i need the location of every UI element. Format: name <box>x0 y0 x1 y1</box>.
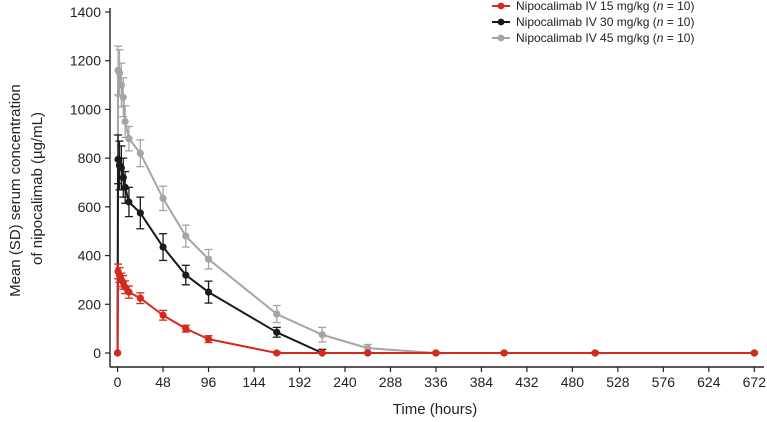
series-group <box>113 45 759 357</box>
y-tick-label: 1200 <box>70 53 101 69</box>
data-point <box>159 243 167 251</box>
legend-label: Nipocalimab IV 30 mg/kg (n = 10) <box>516 15 694 29</box>
data-point <box>159 194 167 202</box>
x-tick-label: 288 <box>379 374 403 390</box>
data-point <box>113 349 122 357</box>
data-point <box>125 198 133 206</box>
data-point <box>750 349 758 357</box>
legend-label: Nipocalimab IV 45 mg/kg (n = 10) <box>516 31 694 45</box>
data-point <box>119 93 127 101</box>
x-tick-label: 528 <box>606 374 630 390</box>
legend-label: Nipocalimab IV 15 mg/kg (n = 10) <box>516 0 694 13</box>
x-tick-label: 336 <box>424 374 448 390</box>
legend-label-prefix: Nipocalimab IV 30 mg/kg ( <box>516 15 657 29</box>
legend-marker <box>497 2 505 10</box>
legend-label-prefix: Nipocalimab IV 15 mg/kg ( <box>516 0 657 13</box>
data-point <box>125 135 133 143</box>
y-tick-label: 600 <box>78 199 102 215</box>
data-point <box>204 288 213 296</box>
data-point <box>273 349 281 357</box>
series-line <box>116 270 755 354</box>
series-2 <box>113 134 758 357</box>
data-point <box>121 183 129 191</box>
x-tick-label: 576 <box>652 374 676 390</box>
legend-marker <box>497 18 505 26</box>
legend-item: Nipocalimab IV 15 mg/kg (n = 10) <box>492 0 694 13</box>
data-point <box>159 311 167 319</box>
data-point <box>204 255 213 263</box>
legend-label-suffix: = 10) <box>663 15 694 29</box>
data-point <box>182 232 190 240</box>
data-point <box>119 174 127 182</box>
legend-label-n: n <box>657 31 664 45</box>
y-axis-title-line-2: of nipocalimab (µg/mL) <box>29 112 46 265</box>
x-axis-title: Time (hours) <box>393 401 477 418</box>
legend-item: Nipocalimab IV 30 mg/kg (n = 10) <box>492 15 694 29</box>
series-1 <box>113 263 758 357</box>
y-tick-label: 1400 <box>70 4 101 20</box>
data-point <box>182 325 190 333</box>
data-point <box>136 149 144 157</box>
legend-label-prefix: Nipocalimab IV 45 mg/kg ( <box>516 31 657 45</box>
x-tick-label: 240 <box>333 374 357 390</box>
legend-label-n: n <box>657 15 664 29</box>
y-axis-title: Mean (SD) serum concentration of nipocal… <box>7 80 46 297</box>
x-tick-label: 144 <box>242 374 266 390</box>
axes-group: 0 200 400 600 800 1000 1200 1400 0 48 96 144 192 240 2… <box>70 4 766 390</box>
data-point <box>204 335 213 343</box>
data-point <box>273 310 281 318</box>
data-point <box>136 294 144 302</box>
data-point <box>114 155 122 163</box>
y-axis-title-line-1: Mean (SD) serum concentration <box>7 84 24 297</box>
legend-marker <box>497 34 505 42</box>
x-tick-label: 624 <box>697 374 721 390</box>
data-point <box>273 328 281 336</box>
data-point <box>500 349 508 357</box>
legend: Nipocalimab IV 15 mg/kg (n = 10)Nipocali… <box>492 0 694 45</box>
data-point <box>432 349 440 357</box>
series-3 <box>113 45 759 357</box>
y-tick-label: 200 <box>78 296 102 312</box>
x-tick-label: 432 <box>515 374 539 390</box>
x-tick-label: 384 <box>470 374 494 390</box>
legend-label-suffix: = 10) <box>663 0 694 13</box>
data-point <box>117 164 125 172</box>
y-tick-label: 800 <box>78 150 102 166</box>
data-point <box>318 349 326 357</box>
data-point <box>364 349 372 357</box>
x-tick-label: 96 <box>201 374 217 390</box>
legend-label-n: n <box>657 0 664 13</box>
y-tick-label: 1000 <box>70 101 101 117</box>
legend-label-suffix: = 10) <box>663 31 694 45</box>
x-tick-label: 480 <box>561 374 585 390</box>
data-point <box>136 209 144 217</box>
data-point <box>125 288 133 296</box>
x-tick-label: 0 <box>114 374 122 390</box>
data-point <box>121 118 129 126</box>
data-point <box>115 69 124 77</box>
series-line <box>116 69 755 354</box>
x-tick-label: 48 <box>155 374 171 390</box>
data-point <box>121 283 129 291</box>
data-point <box>182 271 190 279</box>
y-tick-label: 0 <box>93 345 101 361</box>
x-tick-label: 672 <box>743 374 767 390</box>
data-point <box>117 81 125 89</box>
data-point <box>318 331 326 339</box>
legend-item: Nipocalimab IV 45 mg/kg (n = 10) <box>492 31 694 45</box>
series-line <box>116 158 755 354</box>
x-tick-label: 192 <box>288 374 312 390</box>
y-tick-label: 400 <box>78 248 102 264</box>
data-point <box>591 349 599 357</box>
